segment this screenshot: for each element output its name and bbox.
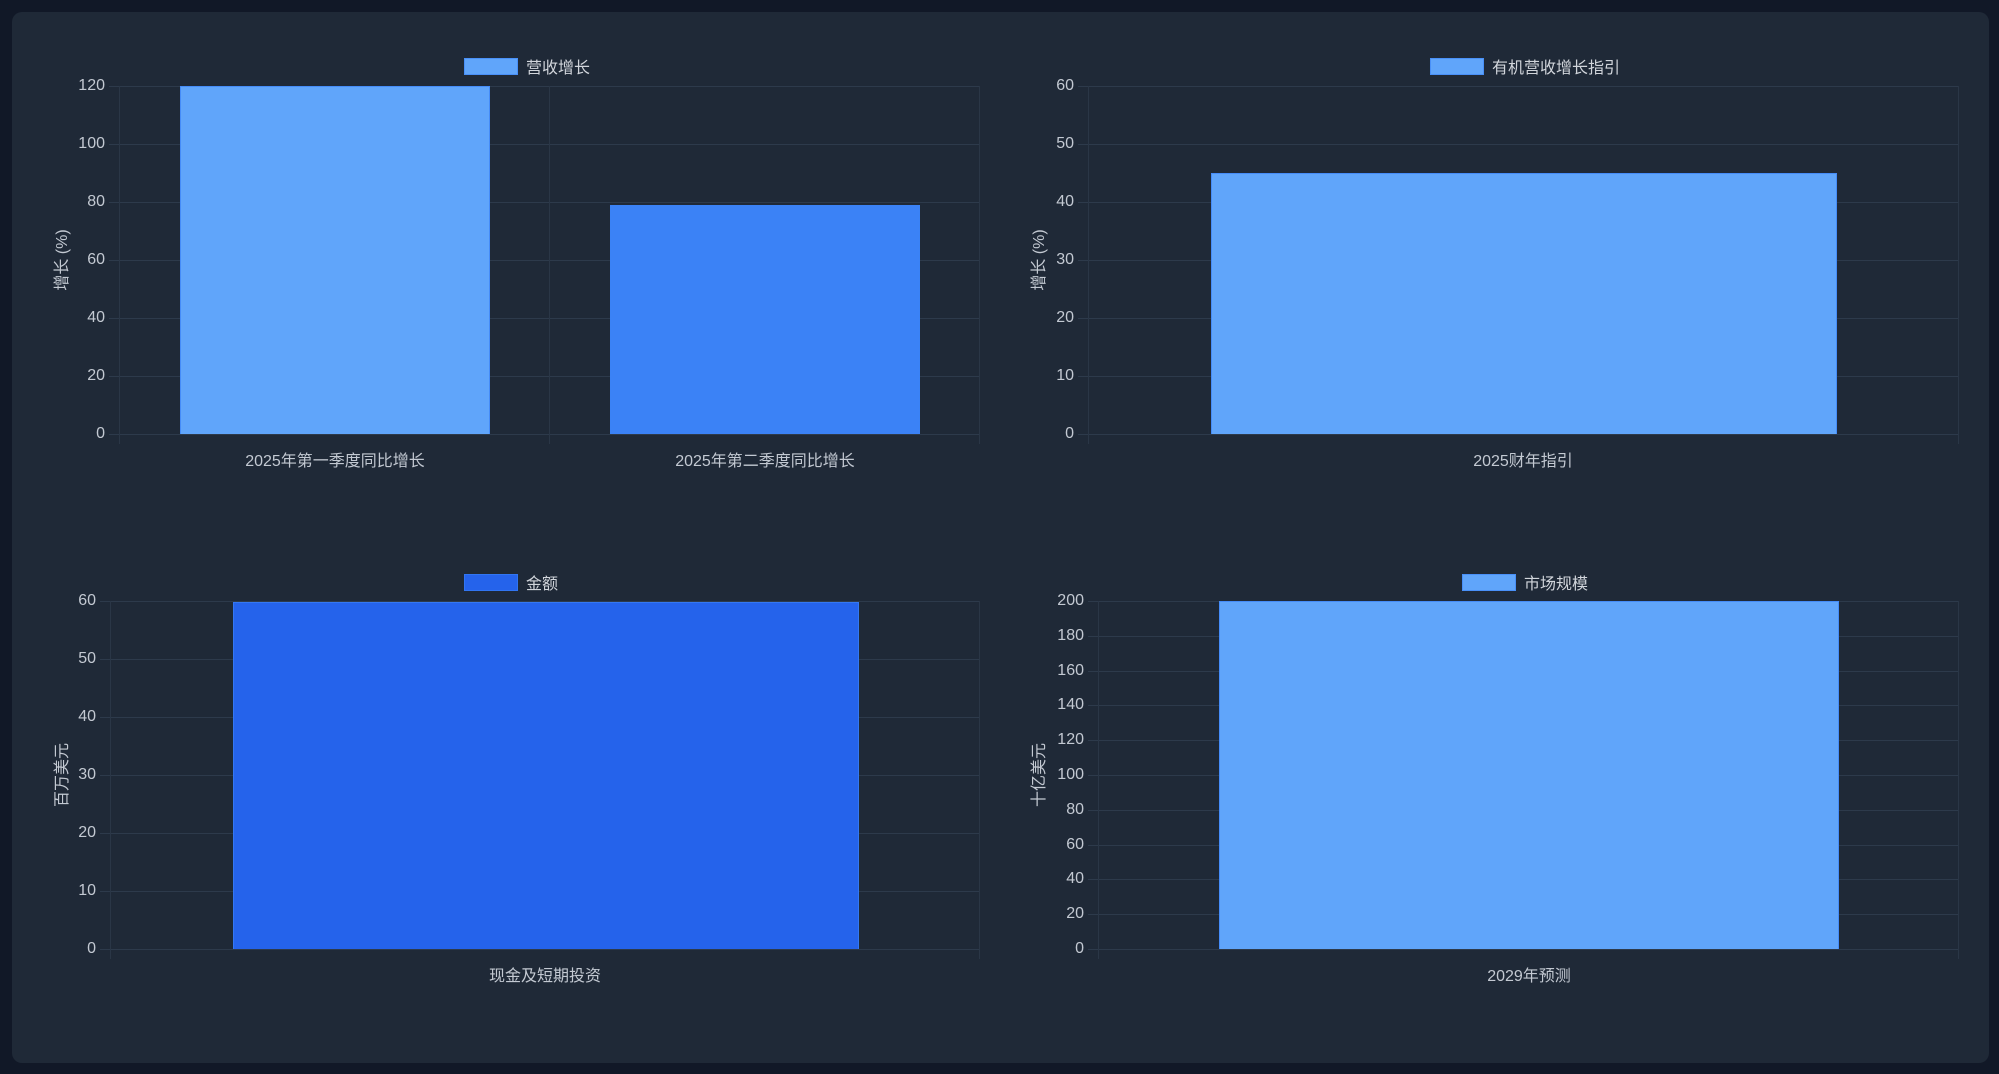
chart-legend[interactable]: 市场规模 [1461,570,1589,594]
legend-swatch [463,57,518,75]
gridline-vertical [1958,601,1959,959]
y-tick: 160 [1057,661,1084,679]
x-tick-label: 现金及短期投资 [488,968,602,985]
chart-legend[interactable]: 有机营收增长指引 [1429,54,1621,78]
legend-label: 市场规模 [1523,576,1589,593]
y-tick: 0 [96,425,105,442]
y-tick: 20 [1056,309,1074,326]
axis-line [110,601,111,959]
y-tick: 200 [1057,592,1084,609]
legend-swatch [1461,573,1516,591]
legend-label: 金额 [525,576,559,593]
plot-area: 120 100 80 60 40 20 0 2025年第一季度同比增长 2025… [78,77,980,470]
gridline-vertical [979,86,980,444]
y-tick: 50 [1056,135,1074,152]
gridline [109,202,979,203]
legend-label: 营收增长 [525,60,591,77]
y-tick: 120 [78,77,105,94]
gridline [1088,949,1958,950]
y-tick: 60 [87,251,105,268]
y-axis-title: 增长 (%) [1031,229,1048,291]
y-tick: 40 [87,309,105,326]
y-tick: 40 [78,708,96,725]
axis-line [1098,601,1099,959]
legend-swatch [1429,57,1484,75]
y-tick: 50 [78,650,96,667]
bar-cash-short-term-investments[interactable] [233,602,859,949]
gridline [100,601,979,602]
y-tick: 100 [1057,766,1084,783]
gridline [109,86,979,87]
gridline [1078,144,1958,145]
gridline-vertical [979,601,980,959]
gridline-vertical [1958,86,1959,444]
axis-line [119,86,120,444]
y-tick: 30 [1056,251,1074,268]
bar-q1-growth[interactable] [180,86,490,434]
y-tick: 140 [1057,696,1084,714]
gridline [100,949,979,950]
y-tick: 80 [1066,800,1084,818]
y-tick: 20 [1066,905,1084,923]
gridline [1078,434,1958,435]
y-tick: 0 [1065,425,1074,442]
y-tick: 100 [78,135,105,152]
y-tick: 60 [1056,77,1074,94]
y-tick: 80 [87,193,105,210]
x-tick-label: 2025财年指引 [1473,453,1573,470]
gridline-vertical [549,86,550,444]
y-tick: 180 [1057,626,1084,644]
x-tick-label: 2025年第一季度同比增长 [245,453,425,470]
gridline [109,144,979,145]
gridline [109,434,979,435]
y-tick: 10 [1056,367,1074,384]
y-axis-title: 十亿美元 [1031,742,1048,808]
y-tick: 40 [1056,193,1074,210]
plot-area: 200 180 160 140 120 100 80 60 40 20 0 20… [1057,592,1959,985]
x-tick-label: 2025年第二季度同比增长 [675,453,855,470]
chart-legend[interactable]: 金额 [463,570,559,594]
chart-legend[interactable]: 营收增长 [463,54,591,78]
bar-2029-forecast[interactable] [1219,601,1839,949]
gridline [1078,86,1958,87]
x-tick-label: 2029年预测 [1487,968,1571,985]
gridline [109,376,979,377]
y-axis-title: 百万美元 [54,742,71,808]
y-tick: 120 [1057,731,1084,749]
plot-area: 60 50 40 30 20 10 0 2025财年指引 [1056,77,1959,470]
axis-line [1088,86,1089,444]
y-tick: 30 [78,766,96,783]
y-tick: 40 [1066,870,1084,888]
bar-fy2025-guidance[interactable] [1211,173,1837,434]
y-tick: 20 [87,367,105,384]
gridline [109,260,979,261]
y-tick: 20 [78,824,96,841]
y-tick: 0 [1075,940,1084,957]
legend-label: 有机营收增长指引 [1491,60,1621,77]
y-axis-title: 增长 (%) [54,229,71,291]
bar-q2-growth[interactable] [610,205,920,434]
gridline [109,318,979,319]
legend-swatch [463,573,518,591]
y-tick: 10 [78,882,96,899]
y-tick: 60 [78,592,96,609]
y-tick: 60 [1066,835,1084,853]
y-tick: 0 [87,940,96,957]
plot-area: 60 50 40 30 20 10 0 现金及短期投资 [78,592,980,985]
